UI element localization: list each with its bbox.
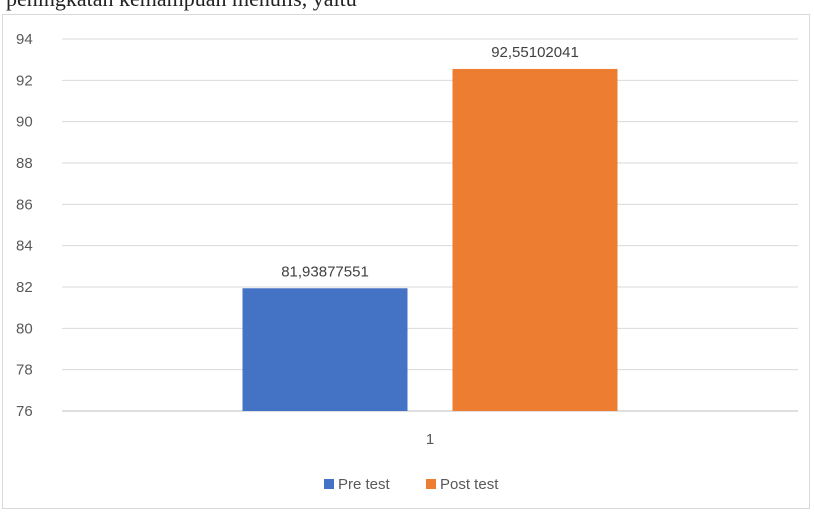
data-label-pre-test: 81,93877551 [281,263,369,280]
data-label-post-test: 92,55102041 [491,44,579,61]
legend-swatch-post-test [426,479,436,489]
legend-label-pre-test: Pre test [338,476,391,493]
y-tick-label: 88 [16,155,33,172]
y-tick-label: 90 [16,114,33,131]
top-caption-fragment: peningkatan kemampuan menulis, yaitu [0,0,814,14]
y-tick-label: 92 [16,72,33,89]
data-labels: 81,93877551 92,55102041 [281,44,579,280]
y-tick-label: 94 [16,31,33,48]
gridlines [62,38,798,412]
bar-post-test [452,68,618,411]
y-tick-label: 80 [16,320,33,337]
y-axis-tick-labels: 76 78 80 82 84 86 88 90 92 94 [16,31,33,420]
y-tick-label: 76 [16,403,33,420]
legend: Pre test Post test [324,476,499,493]
bars [242,68,618,411]
x-tick-label: 1 [426,431,434,448]
y-tick-label: 82 [16,279,33,296]
bar-pre-test [242,288,408,411]
chart-frame [2,14,810,509]
y-tick-label: 84 [16,238,33,255]
x-axis-tick-labels: 1 [426,431,434,448]
y-tick-label: 78 [16,362,33,379]
legend-label-post-test: Post test [440,476,499,493]
y-tick-label: 86 [16,196,33,213]
legend-swatch-pre-test [324,479,334,489]
